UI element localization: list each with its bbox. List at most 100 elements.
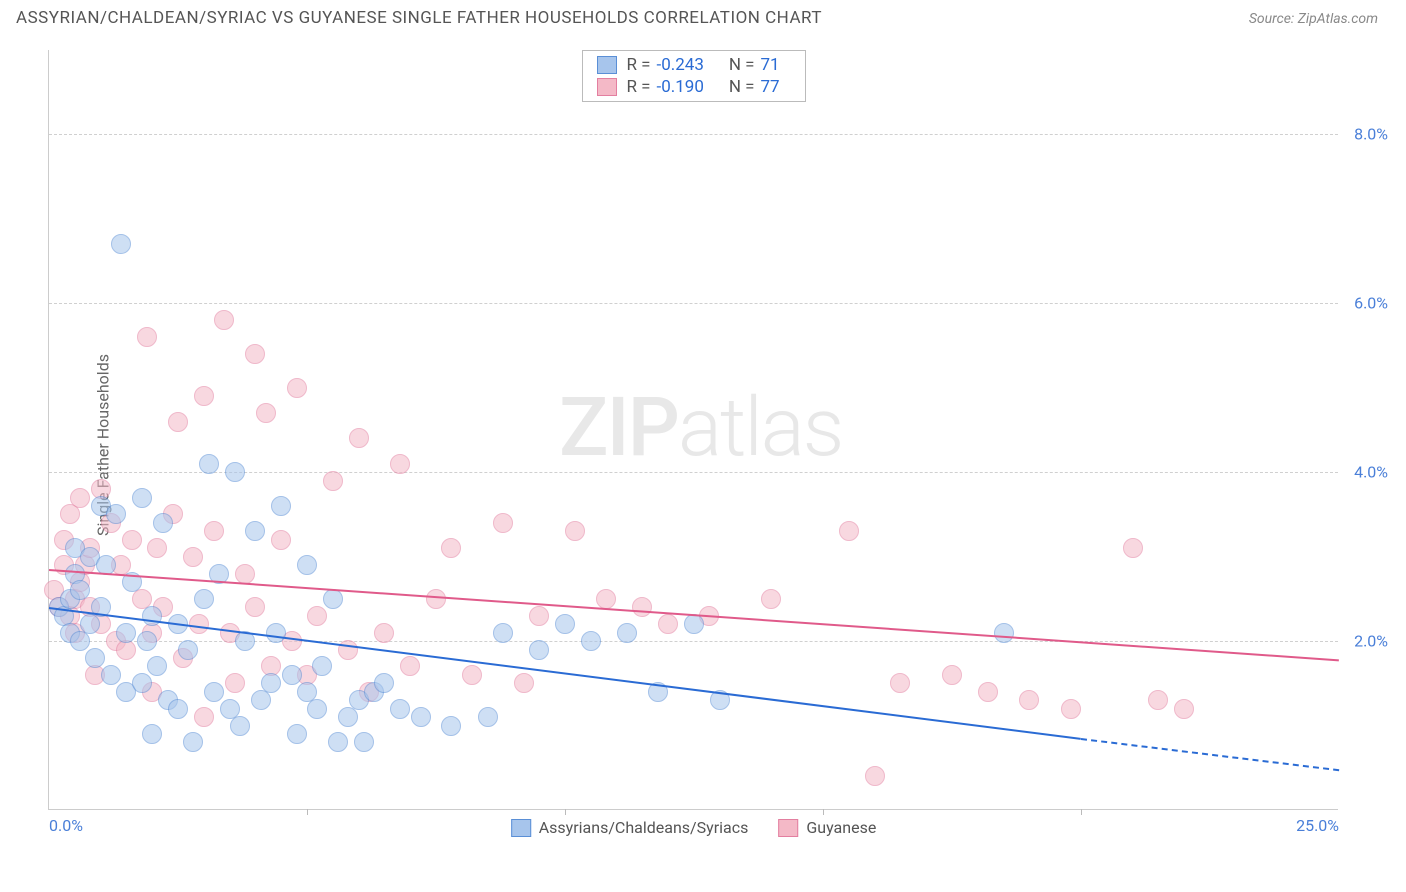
plot-area: ZIPatlas R =-0.243N =71R =-0.190N =77 As…: [48, 50, 1338, 810]
stat-r-label: R =: [623, 77, 651, 97]
x-tick-label: 0.0%: [49, 816, 83, 835]
scatter-point: [199, 454, 219, 474]
scatter-point: [684, 614, 704, 634]
stat-n-value: 71: [761, 55, 791, 75]
stat-n-value: 77: [761, 77, 791, 97]
scatter-point: [617, 623, 637, 643]
scatter-point: [596, 589, 616, 609]
scatter-point: [256, 403, 276, 423]
scatter-point: [1061, 699, 1081, 719]
scatter-point: [374, 673, 394, 693]
scatter-point: [194, 386, 214, 406]
scatter-point: [338, 707, 358, 727]
trend-line: [1081, 738, 1339, 771]
scatter-point: [282, 665, 302, 685]
scatter-point: [658, 614, 678, 634]
scatter-point: [101, 665, 121, 685]
scatter-point: [70, 580, 90, 600]
x-tick-mark: [307, 809, 308, 815]
scatter-point: [204, 682, 224, 702]
scatter-point: [287, 378, 307, 398]
stat-n-label: N =: [727, 55, 755, 75]
y-tick-label: 4.0%: [1354, 463, 1388, 482]
x-tick-mark: [1081, 809, 1082, 815]
scatter-point: [581, 631, 601, 651]
source-label: Source: ZipAtlas.com: [1249, 11, 1378, 27]
scatter-point: [183, 547, 203, 567]
scatter-point: [462, 665, 482, 685]
scatter-point: [565, 521, 585, 541]
scatter-point: [80, 614, 100, 634]
y-tick-label: 8.0%: [1354, 125, 1388, 144]
scatter-point: [529, 640, 549, 660]
scatter-point: [1123, 538, 1143, 558]
scatter-point: [266, 623, 286, 643]
scatter-point: [147, 538, 167, 558]
scatter-point: [338, 640, 358, 660]
scatter-point: [194, 707, 214, 727]
scatter-point: [312, 656, 332, 676]
scatter-point: [441, 538, 461, 558]
scatter-point: [514, 673, 534, 693]
stat-r-label: R =: [623, 55, 651, 75]
legend-swatch: [597, 78, 617, 96]
watermark: ZIPatlas: [559, 380, 842, 476]
scatter-point: [70, 631, 90, 651]
legend-series-label: Assyrians/Chaldeans/Syriacs: [539, 818, 749, 837]
scatter-point: [132, 673, 152, 693]
stat-r-value: -0.190: [657, 77, 721, 97]
scatter-point: [441, 716, 461, 736]
scatter-point: [865, 766, 885, 786]
scatter-point: [225, 673, 245, 693]
scatter-point: [194, 589, 214, 609]
scatter-point: [106, 504, 126, 524]
x-tick-mark: [823, 809, 824, 815]
legend-series: Assyrians/Chaldeans/Syriacs Guyanese: [511, 818, 877, 837]
scatter-point: [632, 597, 652, 617]
scatter-point: [942, 665, 962, 685]
scatter-point: [390, 454, 410, 474]
scatter-point: [111, 234, 131, 254]
legend-series-label: Guyanese: [806, 818, 876, 837]
scatter-point: [529, 606, 549, 626]
scatter-point: [116, 623, 136, 643]
y-tick-label: 2.0%: [1354, 632, 1388, 651]
scatter-point: [400, 656, 420, 676]
scatter-point: [142, 724, 162, 744]
scatter-point: [555, 614, 575, 634]
legend-stats-row: R = -0.243 N = 71: [583, 54, 805, 76]
scatter-point: [85, 648, 105, 668]
scatter-point: [297, 555, 317, 575]
scatter-point: [168, 412, 188, 432]
scatter-point: [137, 631, 157, 651]
scatter-point: [245, 597, 265, 617]
x-tick-mark: [565, 809, 566, 815]
scatter-point: [978, 682, 998, 702]
scatter-point: [271, 530, 291, 550]
stat-n-label: N =: [727, 77, 755, 97]
scatter-point: [390, 699, 410, 719]
scatter-point: [70, 488, 90, 508]
x-tick-label: 25.0%: [1296, 816, 1339, 835]
scatter-point: [426, 589, 446, 609]
scatter-point: [60, 504, 80, 524]
scatter-point: [230, 716, 250, 736]
legend-stats-box: R = -0.243 N = 71 R = -0.190 N = 77: [582, 50, 806, 102]
scatter-point: [493, 623, 513, 643]
scatter-point: [183, 732, 203, 752]
chart-container: Single Father Households ZIPatlas R =-0.…: [48, 50, 1388, 840]
scatter-point: [271, 496, 291, 516]
legend-swatch: [778, 819, 798, 837]
scatter-point: [245, 344, 265, 364]
scatter-point: [1019, 690, 1039, 710]
scatter-point: [761, 589, 781, 609]
scatter-point: [178, 640, 198, 660]
scatter-point: [168, 699, 188, 719]
stat-r-value: -0.243: [657, 55, 721, 75]
scatter-point: [323, 589, 343, 609]
scatter-point: [323, 471, 343, 491]
gridline-h: [49, 134, 1338, 135]
chart-header: ASSYRIAN/CHALDEAN/SYRIAC VS GUYANESE SIN…: [0, 0, 1406, 32]
scatter-point: [204, 521, 224, 541]
scatter-point: [890, 673, 910, 693]
